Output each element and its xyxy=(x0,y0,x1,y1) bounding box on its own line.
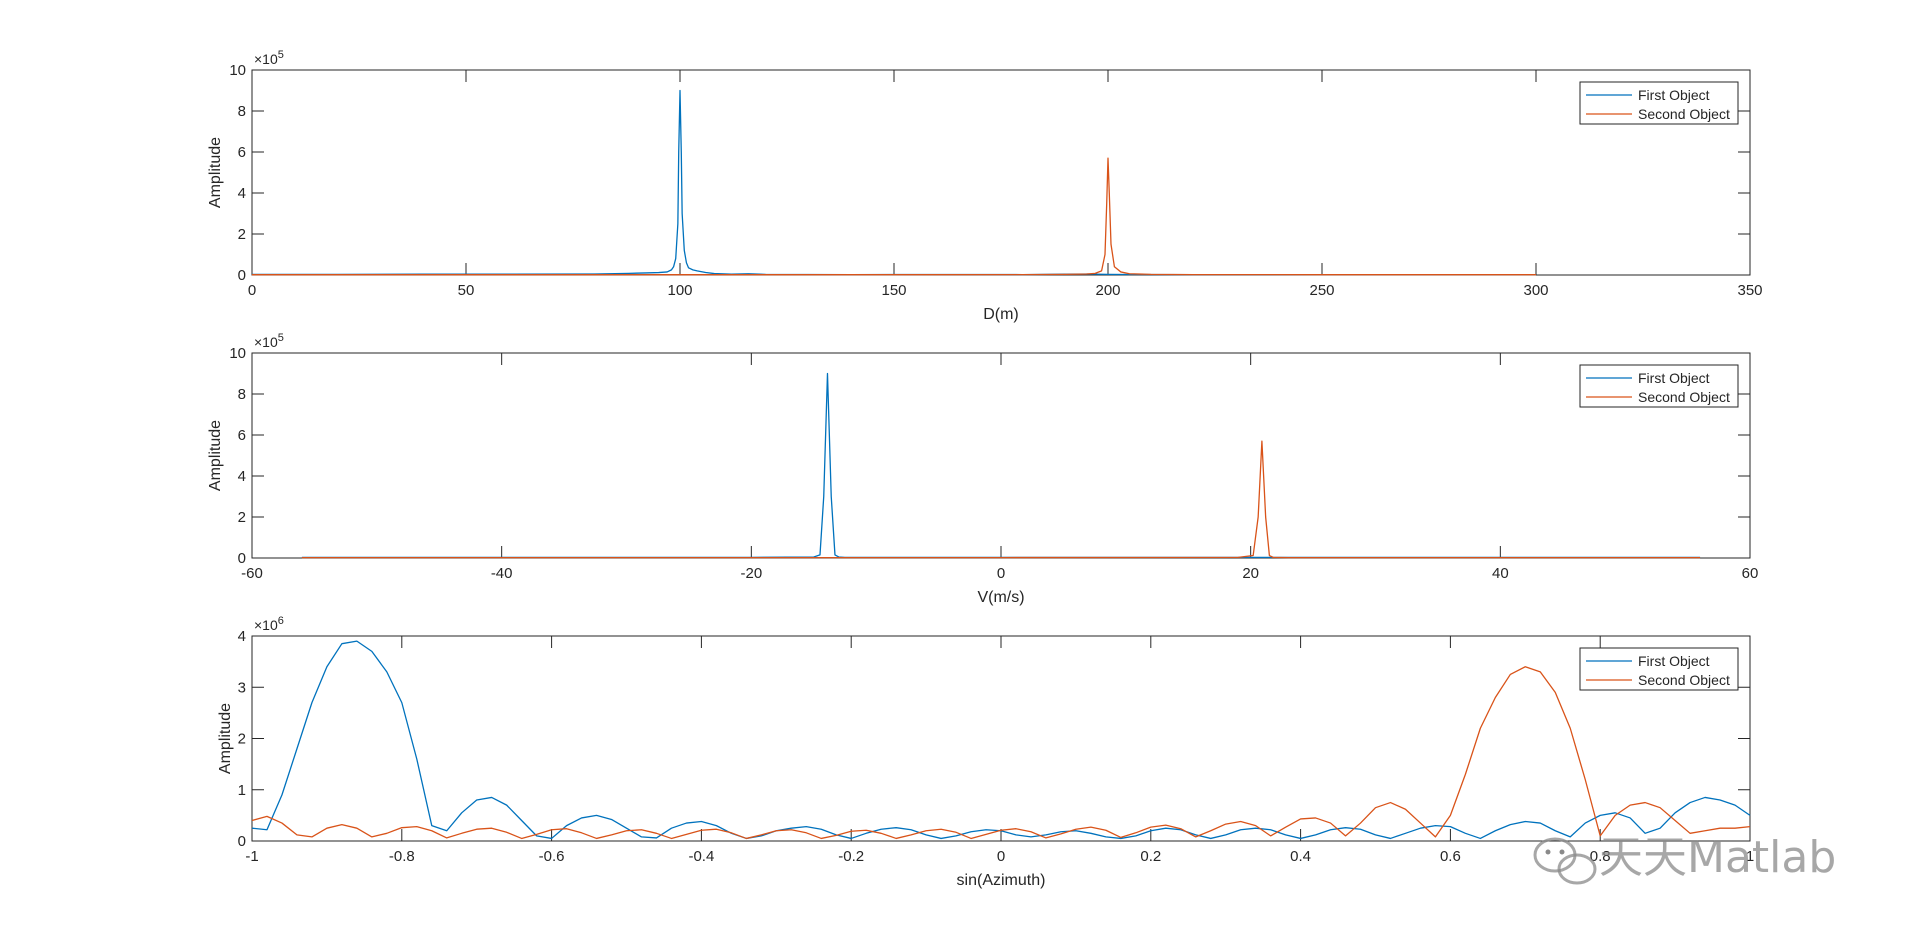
y-tick-label: 0 xyxy=(238,267,246,284)
legend-box xyxy=(1579,364,1739,408)
series-line-second-object xyxy=(251,666,1751,840)
y-tick-label: 6 xyxy=(238,427,246,444)
legend-entry: First Object xyxy=(1638,370,1710,386)
x-axis-label: sin(Azimuth) xyxy=(957,872,1046,889)
x-tick-label: 0 xyxy=(997,848,1005,865)
x-axis-label: D(m) xyxy=(983,306,1019,323)
x-tick-label: 200 xyxy=(1095,282,1120,299)
x-tick-label: 0.8 xyxy=(1590,848,1611,865)
y-tick-label: 6 xyxy=(238,144,246,161)
x-tick-label: 60 xyxy=(1742,565,1759,582)
y-exponent-label: ×105 xyxy=(254,332,284,350)
y-tick-label: 2 xyxy=(238,509,246,526)
legend: First Object Second Object xyxy=(1579,81,1739,125)
y-tick-label: 1 xyxy=(238,782,246,799)
x-tick-label: 0 xyxy=(248,282,256,299)
y-tick-label: 4 xyxy=(238,628,246,645)
x-tick-label: -0.8 xyxy=(389,848,415,865)
y-tick-label: 4 xyxy=(238,468,246,485)
plot-area xyxy=(251,69,1751,276)
legend-entry: First Object xyxy=(1638,653,1710,669)
series-line-second-object xyxy=(252,157,1536,276)
legend-entry: First Object xyxy=(1638,87,1710,103)
legend-entry: Second Object xyxy=(1638,672,1730,688)
plot-area xyxy=(251,352,1751,559)
x-tick-label: -0.4 xyxy=(688,848,714,865)
x-tick-label: 20 xyxy=(1242,565,1259,582)
y-tick-label: 8 xyxy=(238,386,246,403)
x-tick-label: -40 xyxy=(491,565,513,582)
x-tick-label: -20 xyxy=(740,565,762,582)
x-tick-label: 0.6 xyxy=(1440,848,1461,865)
x-axis-label: V(m/s) xyxy=(977,589,1024,606)
legend-box xyxy=(1579,81,1739,125)
y-tick-label: 2 xyxy=(238,226,246,243)
x-tick-label: 150 xyxy=(881,282,906,299)
legend-box xyxy=(1579,647,1739,691)
legend-entry: Second Object xyxy=(1638,389,1730,405)
x-tick-label: 0.2 xyxy=(1140,848,1161,865)
x-tick-label: 0 xyxy=(997,565,1005,582)
y-axis-label: Amplitude xyxy=(207,420,224,491)
x-tick-label: -1 xyxy=(245,848,258,865)
x-tick-label: 250 xyxy=(1309,282,1334,299)
y-axis-label: Amplitude xyxy=(207,137,224,208)
legend: First Object Second Object xyxy=(1579,364,1739,408)
x-tick-label: -0.6 xyxy=(539,848,565,865)
y-tick-label: 0 xyxy=(238,833,246,850)
x-tick-label: 100 xyxy=(667,282,692,299)
y-tick-label: 3 xyxy=(238,679,246,696)
x-tick-label: 40 xyxy=(1492,565,1509,582)
y-exponent-label: ×105 xyxy=(254,49,284,67)
x-tick-label: 0.4 xyxy=(1290,848,1311,865)
x-tick-label: 50 xyxy=(458,282,475,299)
watermark: 天天Matlab xyxy=(1533,832,1836,885)
x-tick-label: -0.2 xyxy=(838,848,864,865)
series-line-second-object xyxy=(301,440,1701,559)
legend: First Object Second Object xyxy=(1579,647,1739,691)
y-tick-label: 2 xyxy=(238,731,246,748)
x-tick-label: 300 xyxy=(1523,282,1548,299)
y-exponent-label: ×106 xyxy=(254,615,284,633)
azimuth-spectrum-chart: -1 -0.8 -0.6 -0.4 -0.2 0 0.2 0.4 0.6 0.8 1 0 1 2 3 4 ×10… xyxy=(217,615,1754,889)
x-tick-label: -60 xyxy=(241,565,263,582)
distance-spectrum-chart: 0 50 100 150 200 250 300 350 0 2 4 6 8 10 ×105 D(m) Ampl… xyxy=(207,49,1763,323)
velocity-spectrum-chart: -60 -40 -20 0 20 40 60 0 2 4 6 8 10 ×105 V(m/s) Amplitu… xyxy=(207,332,1758,606)
y-tick-label: 8 xyxy=(238,103,246,120)
x-tick-label: 1 xyxy=(1746,848,1754,865)
wechat-icon xyxy=(1533,837,1597,885)
y-tick-label: 0 xyxy=(238,550,246,567)
x-tick-label: 350 xyxy=(1737,282,1762,299)
watermark-text: 天天Matlab xyxy=(1599,832,1836,883)
y-tick-label: 10 xyxy=(229,62,246,79)
y-axis-label: Amplitude xyxy=(217,703,234,774)
legend-entry: Second Object xyxy=(1638,106,1730,122)
y-tick-label: 10 xyxy=(229,345,246,362)
y-tick-label: 4 xyxy=(238,185,246,202)
